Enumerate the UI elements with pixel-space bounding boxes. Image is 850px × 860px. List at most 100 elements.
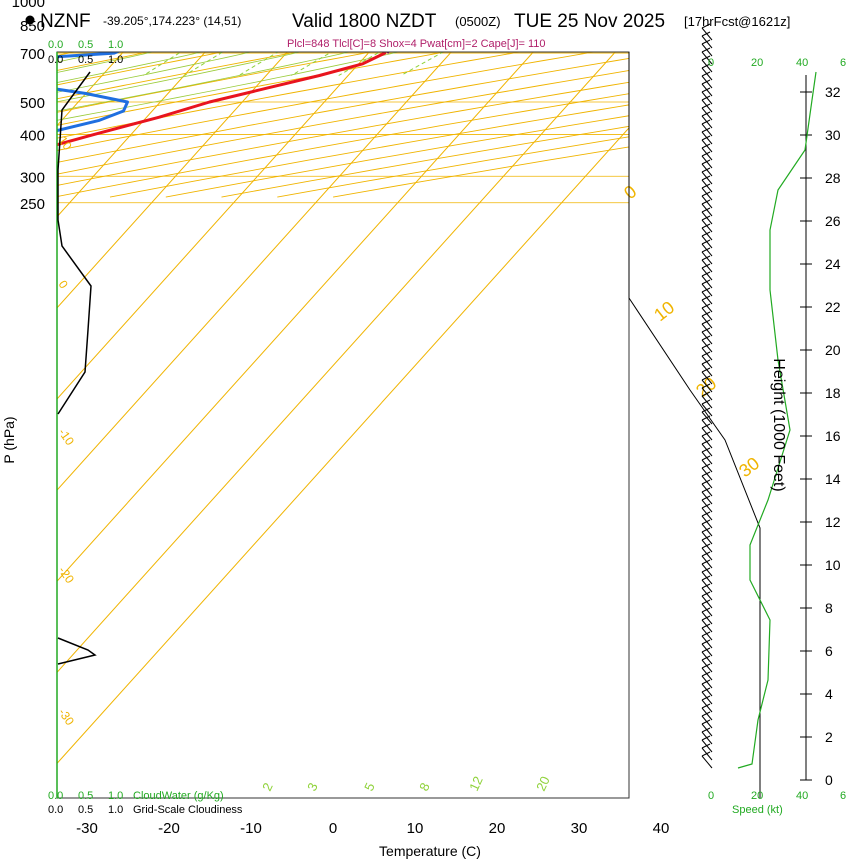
wind-barb <box>701 383 711 389</box>
dry-adiabat <box>57 52 151 71</box>
height-tick-label: 12 <box>825 514 841 530</box>
wind-barb <box>701 247 711 253</box>
isotherm-label-left: -20 <box>56 564 78 587</box>
cloudiness-trace <box>57 71 92 415</box>
temperature-tick-label: -20 <box>158 820 180 837</box>
pressure-tick-label: 250 <box>20 196 45 213</box>
temperature-tick-label: 20 <box>489 820 506 837</box>
speed-scale-bottom-0: 0 <box>708 790 714 802</box>
chart-extras <box>56 23 817 798</box>
height-tick-label: 2 <box>825 729 833 745</box>
wind-barb <box>701 343 711 349</box>
wind-barb <box>701 695 711 701</box>
wind-barb <box>701 559 711 565</box>
wind-barb <box>701 391 711 397</box>
wind-barb <box>701 511 711 517</box>
station-location: -39.205°,174.223° (14,51) <box>103 14 241 28</box>
wind-barb <box>701 495 711 501</box>
wind-barb <box>701 159 711 165</box>
wind-barb <box>701 303 711 309</box>
height-tick-label: 18 <box>825 385 841 401</box>
wind-barb <box>701 583 711 589</box>
isotherm-line <box>57 52 370 400</box>
wind-barb <box>701 311 711 317</box>
height-tick-label: 30 <box>825 127 841 143</box>
wind-barb <box>701 143 711 149</box>
valid-date: TUE 25 Nov 2025 <box>514 11 665 32</box>
moist-adiabat <box>57 52 155 73</box>
wind-barb <box>701 639 711 645</box>
wind-barb <box>701 135 711 141</box>
wind-barb <box>701 551 711 557</box>
wind-barb <box>701 55 711 61</box>
wind-barb <box>701 23 711 29</box>
wind-barb <box>701 71 711 77</box>
wind-barb <box>701 431 711 437</box>
cloudwater-scale-05: 0.5 <box>78 39 93 51</box>
wind-barb <box>701 199 711 205</box>
wind-barb <box>701 111 711 117</box>
wind-barb <box>701 63 711 69</box>
wind-barb <box>701 79 711 85</box>
wind-barb <box>701 351 711 357</box>
wind-barb <box>701 755 713 769</box>
dry-adiabat <box>57 52 597 151</box>
wind-barb <box>701 623 711 629</box>
wind-barb <box>701 727 711 733</box>
cloudwater-scale-bottom-1: 1.0 <box>108 790 123 802</box>
dry-adiabat <box>57 93 629 198</box>
wind-barb <box>701 671 711 677</box>
temperature-tick-label: 10 <box>407 820 424 837</box>
tropopause-outline <box>628 52 761 798</box>
wind-barb <box>701 687 711 693</box>
pressure-tick-label: 500 <box>20 95 45 112</box>
dry-adiabat <box>57 52 448 126</box>
wind-barb <box>701 567 711 573</box>
wind-barb <box>701 423 711 429</box>
wind-barb <box>701 87 711 93</box>
wind-barb <box>701 327 711 333</box>
height-tick-label: 0 <box>825 772 833 788</box>
isotherm-label-left: 0 <box>56 278 71 292</box>
wind-barb <box>701 719 711 725</box>
height-tick-label: 16 <box>825 428 841 444</box>
height-tick-label: 26 <box>825 213 841 229</box>
wind-barb <box>701 407 711 413</box>
dry-adiabat <box>109 104 629 198</box>
wind-barb <box>701 255 711 261</box>
height-tick-label: 10 <box>825 557 841 573</box>
wind-barb <box>701 367 711 373</box>
wind-barb <box>701 535 711 541</box>
parcel-params: Plcl=848 Tlcl[C]=8 Shox=4 Pwat[cm]=2 Cap… <box>287 38 546 50</box>
cloudiness-scale-bottom-1: 1.0 <box>108 804 123 816</box>
wind-barb <box>701 47 711 53</box>
pressure-tick-label: 700 <box>20 46 45 63</box>
wind-barb <box>701 103 711 109</box>
temperature-tick-label: 40 <box>653 820 670 837</box>
dry-adiabat <box>57 52 374 113</box>
speed-scale-top-0: 0 <box>708 57 714 69</box>
wind-barb <box>701 447 711 453</box>
wind-barb <box>701 591 711 597</box>
wind-barb <box>701 415 711 421</box>
temperature-tick-label: -10 <box>240 820 262 837</box>
wind-barb <box>701 263 711 269</box>
moist-adiabat <box>57 52 204 83</box>
dry-adiabat <box>57 52 523 139</box>
wind-barb <box>701 295 711 301</box>
mixing-ratio-label: 20 <box>533 774 553 793</box>
wind-barb <box>701 631 711 637</box>
wind-barb <box>701 703 711 709</box>
cloudiness-scale-bottom-05: 0.5 <box>78 804 93 816</box>
height-tick-label: 28 <box>825 170 841 186</box>
cloudwater-label: CloudWater (g/Kg) <box>133 790 224 802</box>
speed-scale-bottom-40: 40 <box>796 790 808 802</box>
wind-barb <box>701 375 711 381</box>
wind-barb <box>701 607 711 613</box>
mixing-ratio-line <box>338 52 381 76</box>
wind-barb <box>701 119 711 125</box>
dry-adiabat <box>57 52 300 100</box>
utc-time: (0500Z) <box>455 14 501 29</box>
chart-grid <box>57 52 629 765</box>
wind-barb <box>701 711 711 717</box>
